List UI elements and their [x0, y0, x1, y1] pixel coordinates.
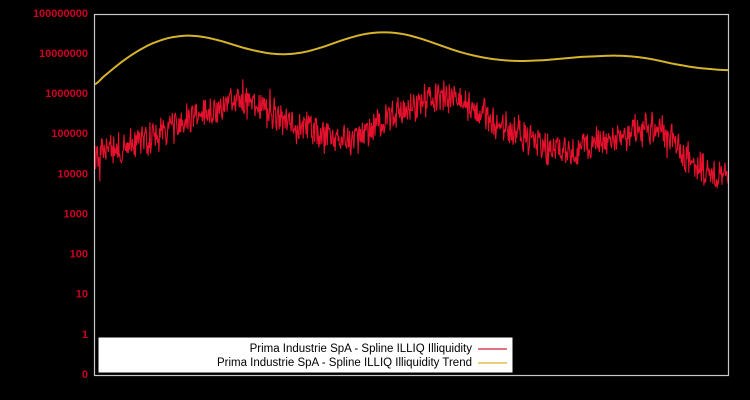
legend-item-label: Prima Industrie SpA - Spline ILLIQ Illiq… — [217, 357, 472, 369]
y-axis-tick-label: 10000000 — [39, 48, 88, 60]
y-axis-tick-label: 1000000 — [45, 88, 88, 100]
plot-area-frame — [93, 13, 730, 377]
legend-background — [98, 337, 513, 373]
y-axis-tick-label: 1 — [82, 329, 88, 341]
legend-item-label: Prima Industrie SpA - Spline ILLIQ Illiq… — [250, 343, 473, 355]
y-axis-tick-labels: 1000000001000000010000001000001000010001… — [33, 8, 88, 381]
y-axis-tick-label: 100000 — [51, 128, 88, 140]
y-axis-tick-label: 0 — [82, 369, 88, 381]
series-layer — [95, 31, 728, 189]
y-axis-tick-label: 100000000 — [33, 8, 88, 20]
y-axis-tick-label: 1000 — [64, 208, 88, 220]
y-axis-tick-label: 10000 — [57, 168, 88, 180]
legend[interactable]: Prima Industrie SpA - Spline ILLIQ Illiq… — [98, 337, 513, 373]
y-axis-tick-label: 100 — [70, 249, 88, 261]
series-line-illiquidity — [95, 79, 728, 189]
y-axis-tick-label: 10 — [76, 289, 88, 301]
series-line-trend — [95, 31, 728, 86]
